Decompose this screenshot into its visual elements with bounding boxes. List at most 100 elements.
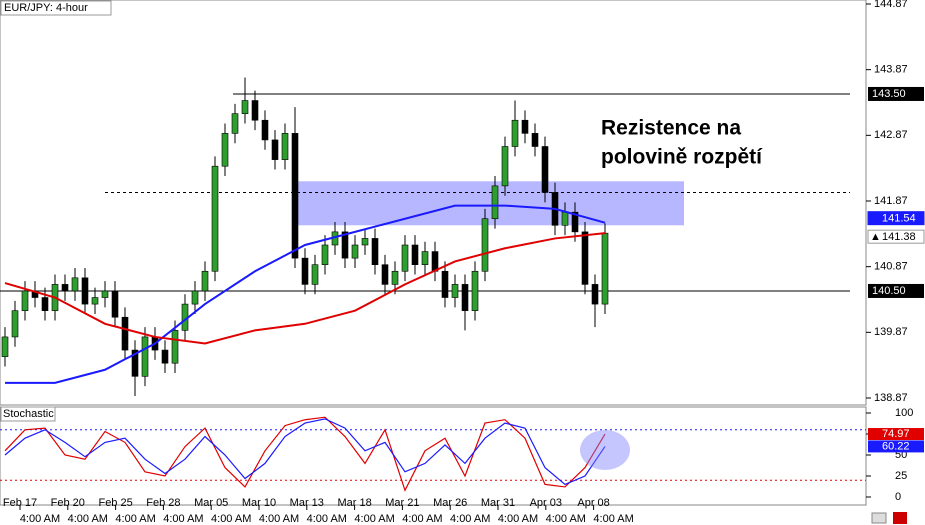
stoch-title-box bbox=[0, 406, 56, 422]
candle-body bbox=[21, 290, 29, 311]
time-label: 4:00 AM bbox=[68, 513, 108, 525]
x-tick-label: Feb 17 bbox=[3, 497, 37, 509]
candle-body bbox=[411, 244, 419, 265]
candle-body bbox=[171, 330, 179, 364]
x-tick-label: Mar 18 bbox=[337, 497, 371, 509]
time-label: 4:00 AM bbox=[20, 513, 60, 525]
price-label: 141.38 bbox=[882, 231, 916, 243]
candle-body bbox=[291, 133, 299, 259]
candle-body bbox=[91, 297, 99, 305]
candle-body bbox=[541, 146, 549, 193]
candle-body bbox=[511, 119, 519, 147]
candle-body bbox=[531, 133, 539, 147]
level-label-box bbox=[868, 283, 924, 298]
price-label: 141.54 bbox=[882, 213, 916, 225]
candle-body bbox=[521, 119, 529, 134]
time-label: 4:00 AM bbox=[546, 513, 586, 525]
chart-title: EUR/JPY: 4-hour bbox=[4, 2, 88, 14]
candle-body bbox=[491, 185, 499, 220]
candle-body bbox=[341, 231, 349, 259]
stoch-label-box bbox=[868, 440, 924, 453]
candle-body bbox=[101, 290, 109, 298]
candle-body bbox=[601, 232, 609, 305]
time-label: 4:00 AM bbox=[163, 513, 203, 525]
stoch-value-label: 60.22 bbox=[882, 440, 910, 452]
level-label-box bbox=[868, 86, 924, 101]
stoch-y-tick-label: 0 bbox=[895, 491, 901, 503]
annotation: polovině rozpětí bbox=[601, 146, 763, 169]
candle-body bbox=[1, 336, 9, 357]
price-label-box bbox=[867, 211, 925, 226]
candle-body bbox=[441, 270, 449, 298]
moving-average bbox=[4, 232, 606, 345]
x-tick-label: Mar 13 bbox=[290, 497, 324, 509]
time-label: 4:00 AM bbox=[354, 513, 394, 525]
price-label-box bbox=[867, 229, 925, 244]
annotation: Rezistence na bbox=[601, 117, 741, 140]
candle-body bbox=[371, 238, 379, 265]
candle-body bbox=[121, 316, 129, 351]
scroll-icon[interactable] bbox=[871, 512, 887, 524]
time-label: 4:00 AM bbox=[259, 513, 299, 525]
candle-body bbox=[321, 244, 329, 265]
x-tick-label: Feb 25 bbox=[98, 497, 132, 509]
candle-body bbox=[351, 244, 359, 259]
candle-body bbox=[581, 231, 589, 285]
stoch-value-label: 74.97 bbox=[882, 428, 910, 440]
x-tick-label: Mar 10 bbox=[242, 497, 276, 509]
y-tick-label: 138.87 bbox=[874, 392, 908, 404]
time-label: 4:00 AM bbox=[498, 513, 538, 525]
candle-body bbox=[471, 270, 479, 311]
x-tick-label: Mar 26 bbox=[433, 497, 467, 509]
candle-body bbox=[461, 284, 469, 311]
y-tick-label: 143.87 bbox=[874, 64, 908, 76]
candle-body bbox=[421, 251, 429, 265]
candle-body bbox=[81, 277, 89, 305]
candle-body bbox=[201, 270, 209, 292]
x-tick-label: Mar 21 bbox=[385, 497, 419, 509]
candle-body bbox=[391, 270, 399, 285]
time-label: 4:00 AM bbox=[450, 513, 490, 525]
stochastic-title: Stochastic bbox=[3, 408, 54, 420]
candle-body bbox=[571, 211, 579, 233]
candle-body bbox=[141, 336, 149, 377]
time-label: 4:00 AM bbox=[211, 513, 251, 525]
candle-body bbox=[221, 133, 229, 167]
moving-average bbox=[5, 204, 606, 384]
candle-body bbox=[481, 218, 489, 272]
candle-body bbox=[251, 100, 259, 121]
candle-body bbox=[11, 310, 19, 338]
y-tick-label: 139.87 bbox=[874, 326, 908, 338]
candle-body bbox=[211, 165, 219, 272]
candle-body bbox=[281, 133, 289, 160]
candle-body bbox=[401, 244, 409, 272]
candle-body bbox=[191, 290, 199, 305]
highlight-ellipse bbox=[580, 430, 630, 470]
close-icon[interactable] bbox=[893, 512, 907, 524]
candle-body bbox=[271, 139, 279, 160]
y-tick-label: 142.87 bbox=[874, 129, 908, 141]
x-tick-label: Apr 03 bbox=[530, 497, 562, 509]
candle-body bbox=[311, 264, 319, 285]
x-tick-label: Feb 20 bbox=[51, 497, 85, 509]
candle-body bbox=[301, 257, 309, 285]
x-tick-label: Apr 08 bbox=[577, 497, 609, 509]
candle-body bbox=[61, 284, 69, 292]
candle-body bbox=[231, 113, 239, 134]
stoch-label-box bbox=[868, 428, 924, 441]
candle-body bbox=[131, 349, 139, 377]
candle-body bbox=[361, 238, 369, 246]
candle-body bbox=[41, 297, 49, 311]
level-label: 140.50 bbox=[872, 285, 906, 297]
time-label: 4:00 AM bbox=[402, 513, 442, 525]
y-tick-label: 144.87 bbox=[874, 0, 908, 10]
time-label: 4:00 AM bbox=[593, 513, 633, 525]
price-arrow: ▲ bbox=[870, 231, 881, 243]
stoch-y-tick-label: 25 bbox=[895, 470, 907, 482]
time-label: 4:00 AM bbox=[307, 513, 347, 525]
candle-body bbox=[451, 284, 459, 298]
candle-body bbox=[431, 251, 439, 272]
y-tick-label: 140.87 bbox=[874, 261, 908, 273]
candle-body bbox=[161, 349, 169, 364]
